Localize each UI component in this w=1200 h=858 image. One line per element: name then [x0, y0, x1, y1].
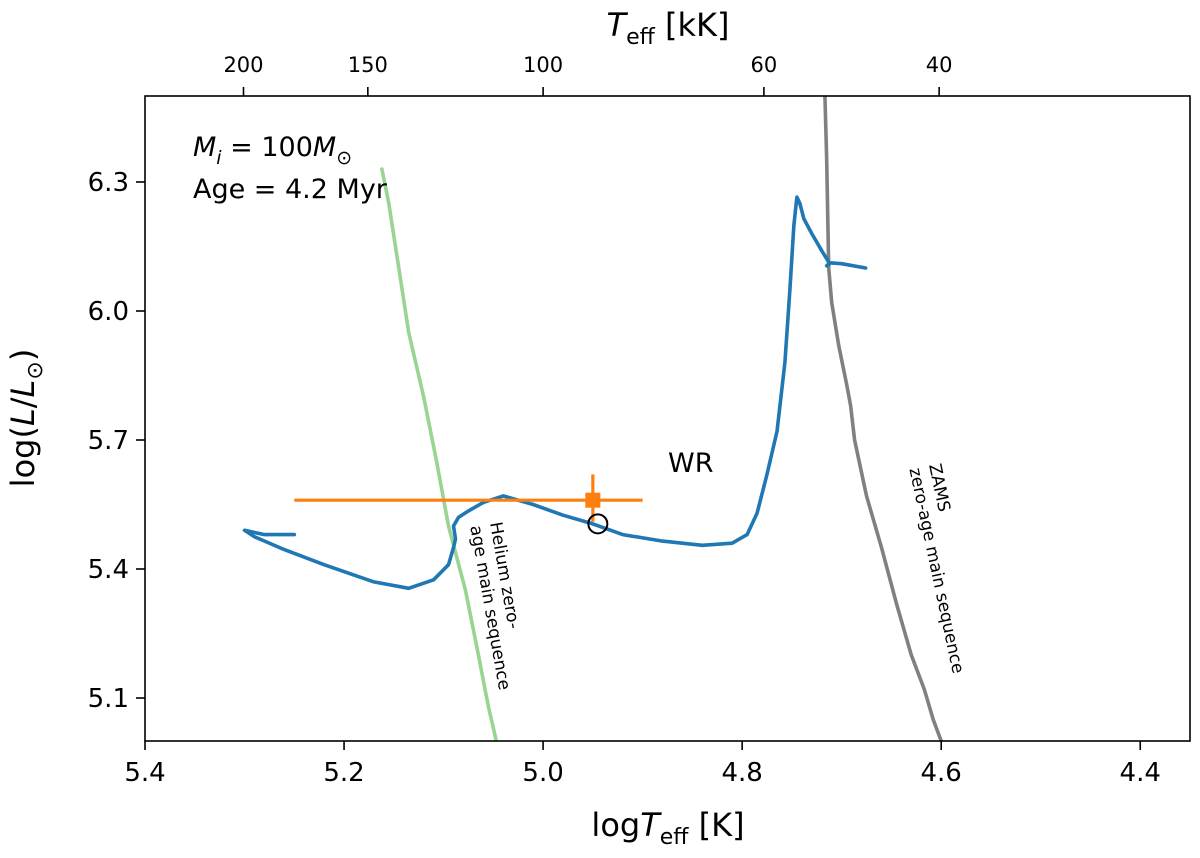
x-tick-label: 4.4 [1120, 758, 1161, 788]
series-line-helium-zero-age-main-sequence [380, 167, 499, 741]
top-tick-label: 200 [223, 53, 263, 77]
mass-label: Mi = 100M⊙ [193, 132, 352, 169]
y-tick-label: 5.7 [88, 426, 129, 456]
x-tick-label: 5.2 [323, 758, 364, 788]
top-tick-label: 150 [348, 53, 388, 77]
top-tick-label: 60 [751, 53, 778, 77]
x-tick-label: 5.0 [522, 758, 563, 788]
plot-frame [144, 95, 1191, 742]
wr-label: WR [668, 448, 713, 479]
series-line-zams-zero-age-main-sequence [823, 96, 943, 741]
x-tick-label: 4.8 [721, 758, 762, 788]
top-axis-label: Teff [kK] [607, 6, 730, 50]
top-tick-label: 100 [523, 53, 563, 77]
observed-wr-marker [585, 492, 601, 508]
x-tick-label: 5.4 [124, 758, 165, 788]
y-tick-label: 5.4 [88, 555, 129, 585]
top-tick-label: 40 [926, 53, 953, 77]
y-tick-label: 6.3 [88, 168, 129, 198]
age-label: Age = 4.2 Myr [193, 174, 388, 205]
y-tick-label: 5.1 [88, 684, 129, 714]
y-tick-label: 6.0 [88, 297, 129, 327]
series-line-evolutionary-track [242, 195, 868, 591]
model-position-marker [587, 513, 609, 535]
x-tick-label: 4.6 [921, 758, 962, 788]
